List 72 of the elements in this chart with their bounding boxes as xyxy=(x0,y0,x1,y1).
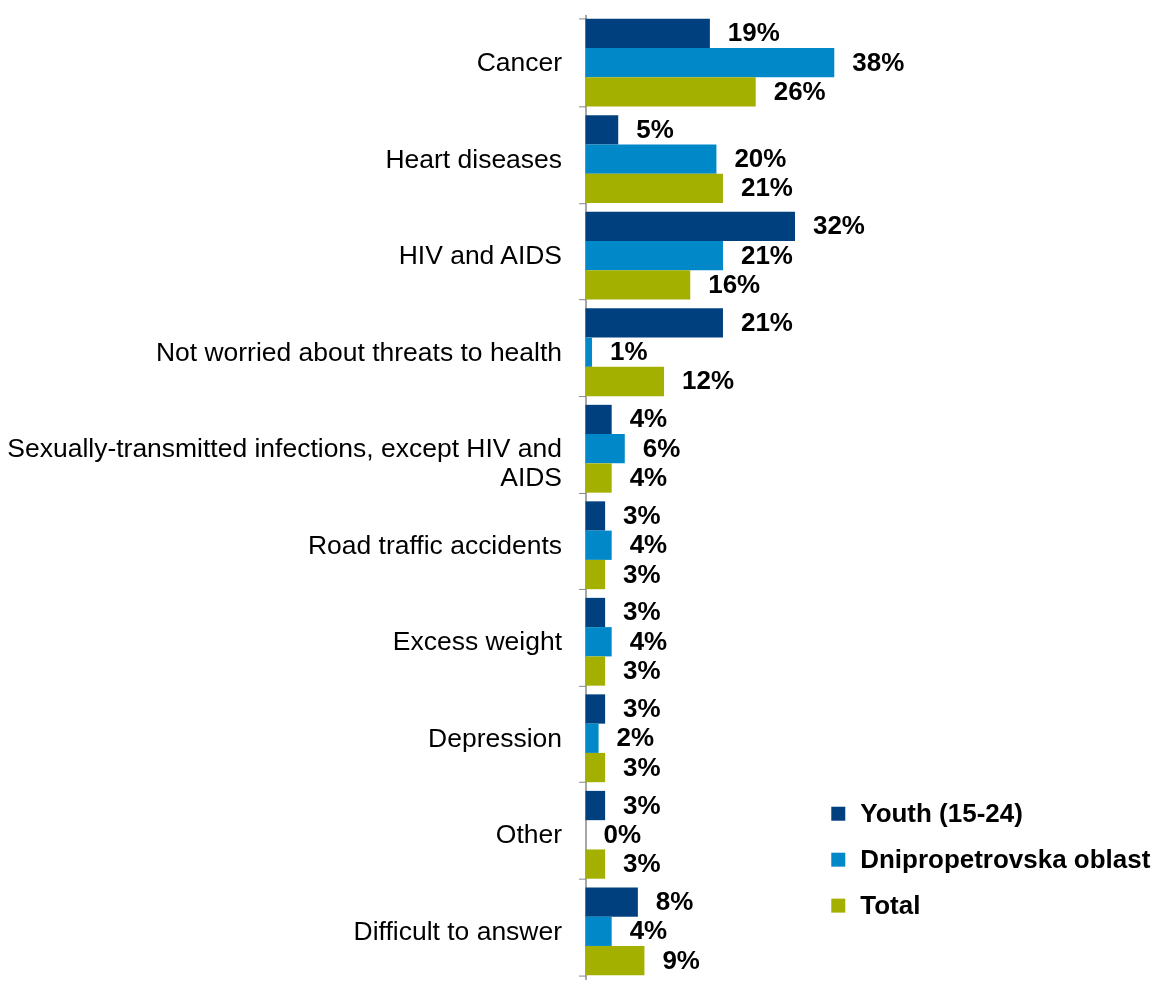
bar xyxy=(585,308,723,338)
bar xyxy=(585,463,612,493)
legend-label: Total xyxy=(860,889,921,920)
data-label: 9% xyxy=(662,944,700,975)
bar xyxy=(585,752,606,783)
data-label: 4% xyxy=(629,462,668,493)
bar xyxy=(585,337,593,367)
y-tick-label: Sexually-transmitted infections, except HIV and AIDS xyxy=(7,433,563,492)
bar xyxy=(585,790,606,821)
bar xyxy=(585,597,606,628)
data-label: 0% xyxy=(603,818,642,849)
y-tick-label: Road traffic accidents xyxy=(307,529,563,560)
bar xyxy=(585,211,795,242)
data-label: 3% xyxy=(623,499,661,530)
legend-label: Dnipropetrovska oblast xyxy=(860,843,1151,874)
data-label: 8% xyxy=(655,886,694,917)
bar xyxy=(585,694,606,724)
data-label: 6% xyxy=(642,432,681,463)
data-label: 3% xyxy=(623,751,661,782)
data-label: 20% xyxy=(734,143,787,174)
data-label: 2% xyxy=(616,722,655,753)
data-label: 4% xyxy=(629,403,668,434)
data-label: 3% xyxy=(623,789,661,820)
y-tick-label: Cancer xyxy=(476,47,563,78)
y-tick-label: Excess weight xyxy=(392,626,563,657)
data-label: 1% xyxy=(610,336,648,367)
bar xyxy=(585,916,612,946)
data-label: 21% xyxy=(740,239,793,270)
y-tick-label: Other xyxy=(495,819,563,850)
data-label: 21% xyxy=(740,172,793,203)
bar xyxy=(585,115,619,145)
data-label: 3% xyxy=(623,596,661,627)
bar xyxy=(585,945,645,976)
y-tick-label: Heart diseases xyxy=(385,143,563,174)
bar xyxy=(585,656,606,686)
bar xyxy=(585,849,606,879)
y-tick-label: Difficult to answer xyxy=(353,915,563,946)
data-label: 3% xyxy=(623,848,661,879)
data-label: 3% xyxy=(623,655,661,686)
bar xyxy=(585,173,723,204)
bar xyxy=(585,270,691,300)
data-label: 19% xyxy=(727,17,780,48)
data-label: 3% xyxy=(623,558,661,589)
bar xyxy=(585,77,756,107)
legend-label: Youth (15-24) xyxy=(860,797,1023,828)
data-label: 26% xyxy=(773,75,826,106)
data-label: 21% xyxy=(740,306,793,337)
bar xyxy=(585,404,612,435)
data-label: 4% xyxy=(629,625,668,656)
y-tick-label: HIV and AIDS xyxy=(398,240,563,271)
bar xyxy=(585,144,717,174)
bar xyxy=(585,48,835,78)
data-label: 3% xyxy=(623,693,661,723)
data-label: 4% xyxy=(629,529,668,560)
bar xyxy=(585,723,599,753)
bar xyxy=(585,501,606,531)
bar xyxy=(585,887,638,917)
bar xyxy=(585,627,612,657)
y-tick-label: Not worried about threats to health xyxy=(155,336,563,367)
data-label: 4% xyxy=(629,915,668,946)
data-label: 16% xyxy=(708,268,761,299)
data-label: 32% xyxy=(812,210,865,241)
bar xyxy=(585,366,665,397)
data-label: 38% xyxy=(852,46,905,77)
y-tick-label: Depression xyxy=(428,722,563,753)
data-label: 12% xyxy=(682,365,735,396)
data-label: 5% xyxy=(636,113,674,144)
bar xyxy=(585,241,723,271)
bar xyxy=(585,434,625,464)
bar xyxy=(585,530,612,560)
bar xyxy=(585,559,606,590)
bar xyxy=(585,18,710,49)
